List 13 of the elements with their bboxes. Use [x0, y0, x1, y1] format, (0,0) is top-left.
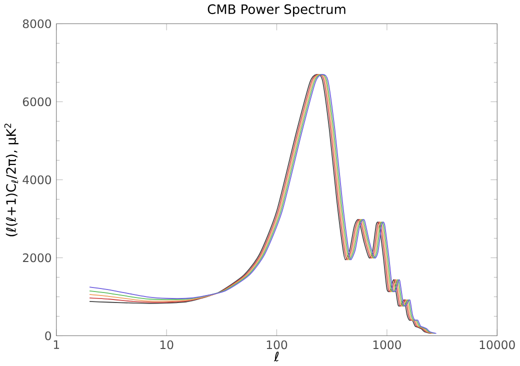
- x-tick-label: 10: [160, 340, 174, 350]
- x-tick-label: 1: [54, 340, 60, 349]
- y-tick-label: 8000: [22, 19, 52, 28]
- chart-title: CMB Power Spectrum: [208, 4, 346, 17]
- x-tick-label: 100: [266, 340, 288, 350]
- y-tick-label: 6000: [22, 97, 52, 106]
- x-tick-label: 10000: [480, 340, 515, 350]
- x-tick-label: 1000: [373, 340, 401, 350]
- x-axis-title: ℓ: [274, 352, 279, 362]
- y-tick-label: 2000: [22, 253, 52, 262]
- y-axis-title: (ℓ(ℓ+1)C$_{ℓ}$/2π), μK$^{2}$: [4, 124, 18, 236]
- y-tick-label: 0: [45, 331, 52, 340]
- y-tick-label: 4000: [22, 175, 52, 184]
